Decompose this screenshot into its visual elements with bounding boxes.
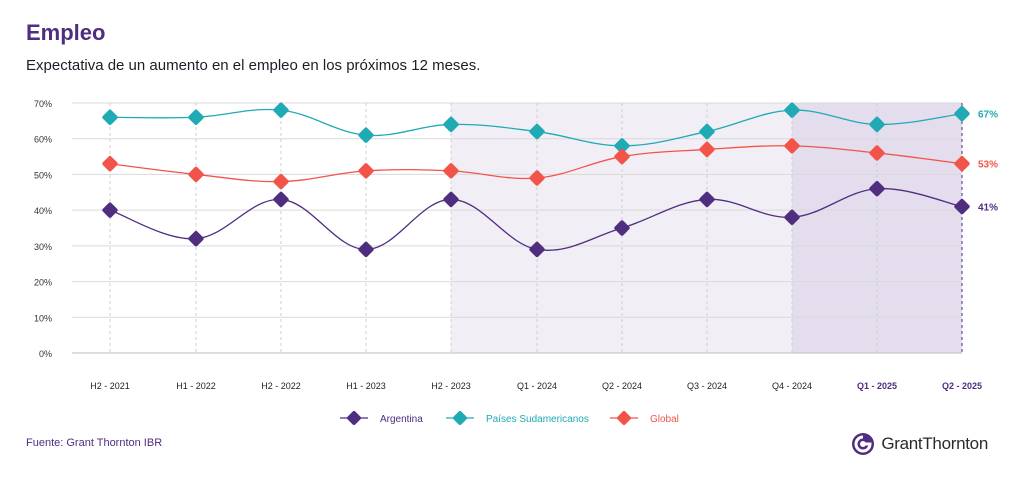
x-tick-label: Q4 - 2024: [772, 381, 812, 391]
x-tick-label: Q1 - 2025: [857, 381, 897, 391]
legend-swatch-marker: [617, 411, 631, 425]
data-point-2: [784, 138, 800, 154]
y-tick-label: 40%: [34, 206, 52, 216]
y-tick-label: 30%: [34, 242, 52, 252]
data-point-1: [443, 116, 459, 133]
data-point-0: [273, 191, 289, 208]
x-tick-label: H2 - 2021: [90, 381, 130, 391]
data-point-2: [869, 145, 885, 161]
data-point-0: [614, 220, 630, 236]
series-line-0: [109, 188, 963, 251]
end-value-label: 53%: [978, 160, 998, 171]
x-tick-label: H1 - 2023: [346, 381, 386, 391]
source-note: Fuente: Grant Thornton IBR: [26, 437, 163, 449]
data-point-2: [699, 141, 715, 158]
page-title: Empleo: [26, 20, 106, 45]
data-point-0: [954, 198, 970, 215]
legend-label: Global: [650, 414, 679, 425]
data-point-0: [869, 181, 885, 197]
data-point-2: [358, 163, 374, 179]
x-tick-label: Q3 - 2024: [687, 381, 727, 391]
data-point-1: [869, 116, 885, 133]
data-point-0: [699, 191, 715, 208]
y-tick-label: 0%: [39, 349, 52, 359]
grant-thornton-logo-icon: [852, 433, 875, 455]
grant-thornton-logo: GrantThornton: [851, 432, 988, 456]
y-tick-label: 70%: [34, 99, 52, 109]
x-tick-label: Q2 - 2024: [602, 381, 642, 391]
data-point-0: [529, 241, 545, 258]
data-point-1: [273, 102, 289, 118]
data-point-1: [358, 127, 374, 143]
y-tick-label: 20%: [34, 278, 52, 288]
data-point-0: [358, 241, 374, 258]
data-point-2: [188, 166, 204, 183]
x-tick-label: Q2 - 2025: [942, 381, 982, 391]
data-point-1: [529, 123, 545, 140]
chart-subtitle: Expectativa de un aumento en el empleo e…: [26, 57, 481, 74]
data-point-2: [102, 156, 118, 172]
data-point-1: [614, 138, 630, 154]
legend-label: Argentina: [380, 414, 423, 425]
data-point-1: [784, 102, 800, 118]
data-point-2: [443, 163, 459, 179]
x-tick-label: H2 - 2023: [431, 381, 471, 391]
data-point-0: [443, 191, 459, 208]
brand-name: GrantThornton: [881, 434, 988, 453]
x-tick-label: H2 - 2022: [261, 381, 301, 391]
data-point-2: [529, 170, 545, 186]
x-tick-label: H1 - 2022: [176, 381, 216, 391]
shaded-period-1: [792, 103, 962, 353]
data-point-2: [273, 173, 289, 190]
y-tick-label: 60%: [34, 135, 52, 145]
legend-swatch-marker: [453, 411, 467, 425]
data-point-1: [954, 106, 970, 122]
legend-swatch-marker: [347, 411, 361, 425]
legend-label: Países Sudamericanos: [486, 414, 589, 425]
data-point-2: [954, 156, 970, 172]
y-tick-label: 10%: [34, 313, 52, 323]
data-point-1: [102, 109, 118, 125]
end-value-label: 41%: [978, 203, 998, 214]
data-point-0: [188, 231, 204, 247]
data-point-0: [784, 209, 800, 225]
data-point-1: [188, 109, 204, 125]
data-point-1: [699, 123, 715, 140]
end-value-label: 67%: [978, 110, 998, 121]
data-point-0: [102, 202, 118, 218]
x-tick-label: Q1 - 2024: [517, 381, 557, 391]
y-tick-label: 50%: [34, 170, 52, 180]
data-point-2: [614, 148, 630, 165]
